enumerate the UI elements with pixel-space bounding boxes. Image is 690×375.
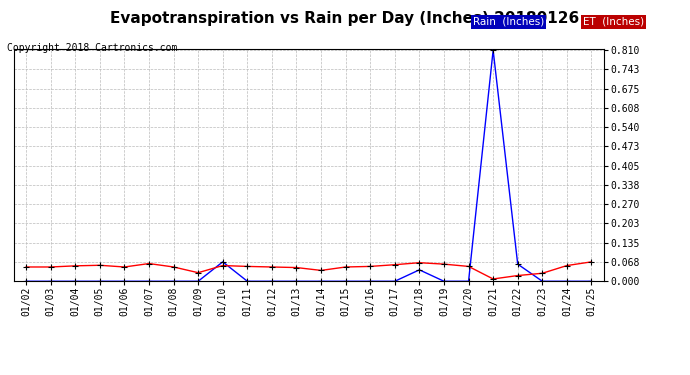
Text: ET  (Inches): ET (Inches) (583, 17, 644, 27)
Text: Copyright 2018 Cartronics.com: Copyright 2018 Cartronics.com (7, 43, 177, 53)
Text: Evapotranspiration vs Rain per Day (Inches) 20180126: Evapotranspiration vs Rain per Day (Inch… (110, 11, 580, 26)
Text: Rain  (Inches): Rain (Inches) (473, 17, 544, 27)
